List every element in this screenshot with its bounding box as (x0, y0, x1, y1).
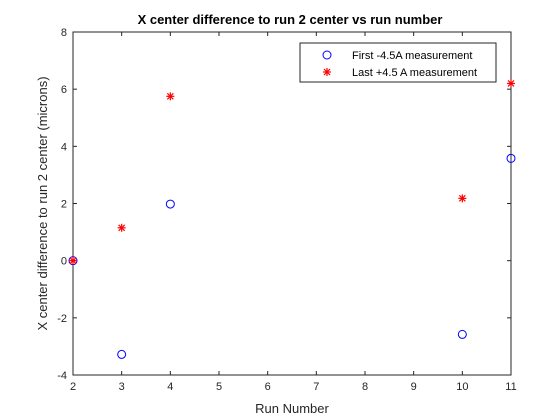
x-tick-label-2: 4 (167, 381, 173, 393)
data-point-series-2-2 (166, 92, 175, 101)
legend-asterisk-icon (323, 68, 331, 76)
data-point-series-1-1 (117, 349, 127, 359)
axes-box (72, 31, 512, 376)
data-point-series-1-4 (506, 153, 516, 163)
y-tick-label-1: -2 (57, 313, 67, 325)
y-tick-label-2: 0 (61, 256, 67, 268)
x-tick-label-6: 8 (362, 381, 368, 393)
y-tick-label-0: -4 (57, 370, 67, 382)
x-tick-label-4: 6 (265, 381, 271, 393)
data-point-series-1-3 (457, 329, 467, 339)
legend: First -4.5A measurement Last +4.5 A meas… (299, 42, 497, 83)
legend-marker-asterisk (323, 68, 331, 76)
y-tick-label-5: 6 (61, 84, 67, 96)
data-point-series-1-2 (165, 199, 175, 209)
x-tick-label-1: 3 (119, 381, 125, 393)
legend-circle-icon (322, 50, 332, 60)
y-tick-label-4: 4 (61, 141, 67, 153)
legend-box (299, 42, 497, 83)
x-tick-label-0: 2 (70, 381, 76, 393)
plot-area: 2 3 4 5 6 7 8 9 10 11 -4 -2 0 2 4 6 8 (57, 27, 516, 393)
x-tick-label-5: 7 (313, 381, 319, 393)
y-tick-label-3: 2 (61, 199, 67, 211)
x-tick-label-9: 11 (505, 381, 516, 393)
data-point-series-2-3 (458, 194, 467, 203)
y-tick-label-6: 8 (61, 27, 67, 39)
chart-title: X center difference to run 2 center vs r… (138, 12, 443, 27)
y-axis-label: X center difference to run 2 center (mic… (35, 76, 50, 330)
x-tick-label-8: 10 (456, 381, 468, 393)
data-point-series-2-1 (117, 223, 126, 232)
data-point-series-2-0 (69, 256, 77, 265)
axis-tick-labels: 2 3 4 5 6 7 8 9 10 11 -4 -2 0 2 4 6 8 (57, 27, 516, 393)
x-axis-label: Run Number (255, 401, 329, 416)
legend-label-series-1: First -4.5A measurement (352, 50, 472, 62)
x-tick-label-7: 9 (411, 381, 417, 393)
data-point-series-2-4 (507, 79, 515, 88)
data-markers (68, 79, 516, 359)
axis-ticks (72, 31, 512, 376)
legend-label-series-2: Last +4.5 A measurement (352, 67, 477, 79)
legend-marker-circle (322, 50, 332, 60)
x-tick-label-3: 5 (216, 381, 222, 393)
